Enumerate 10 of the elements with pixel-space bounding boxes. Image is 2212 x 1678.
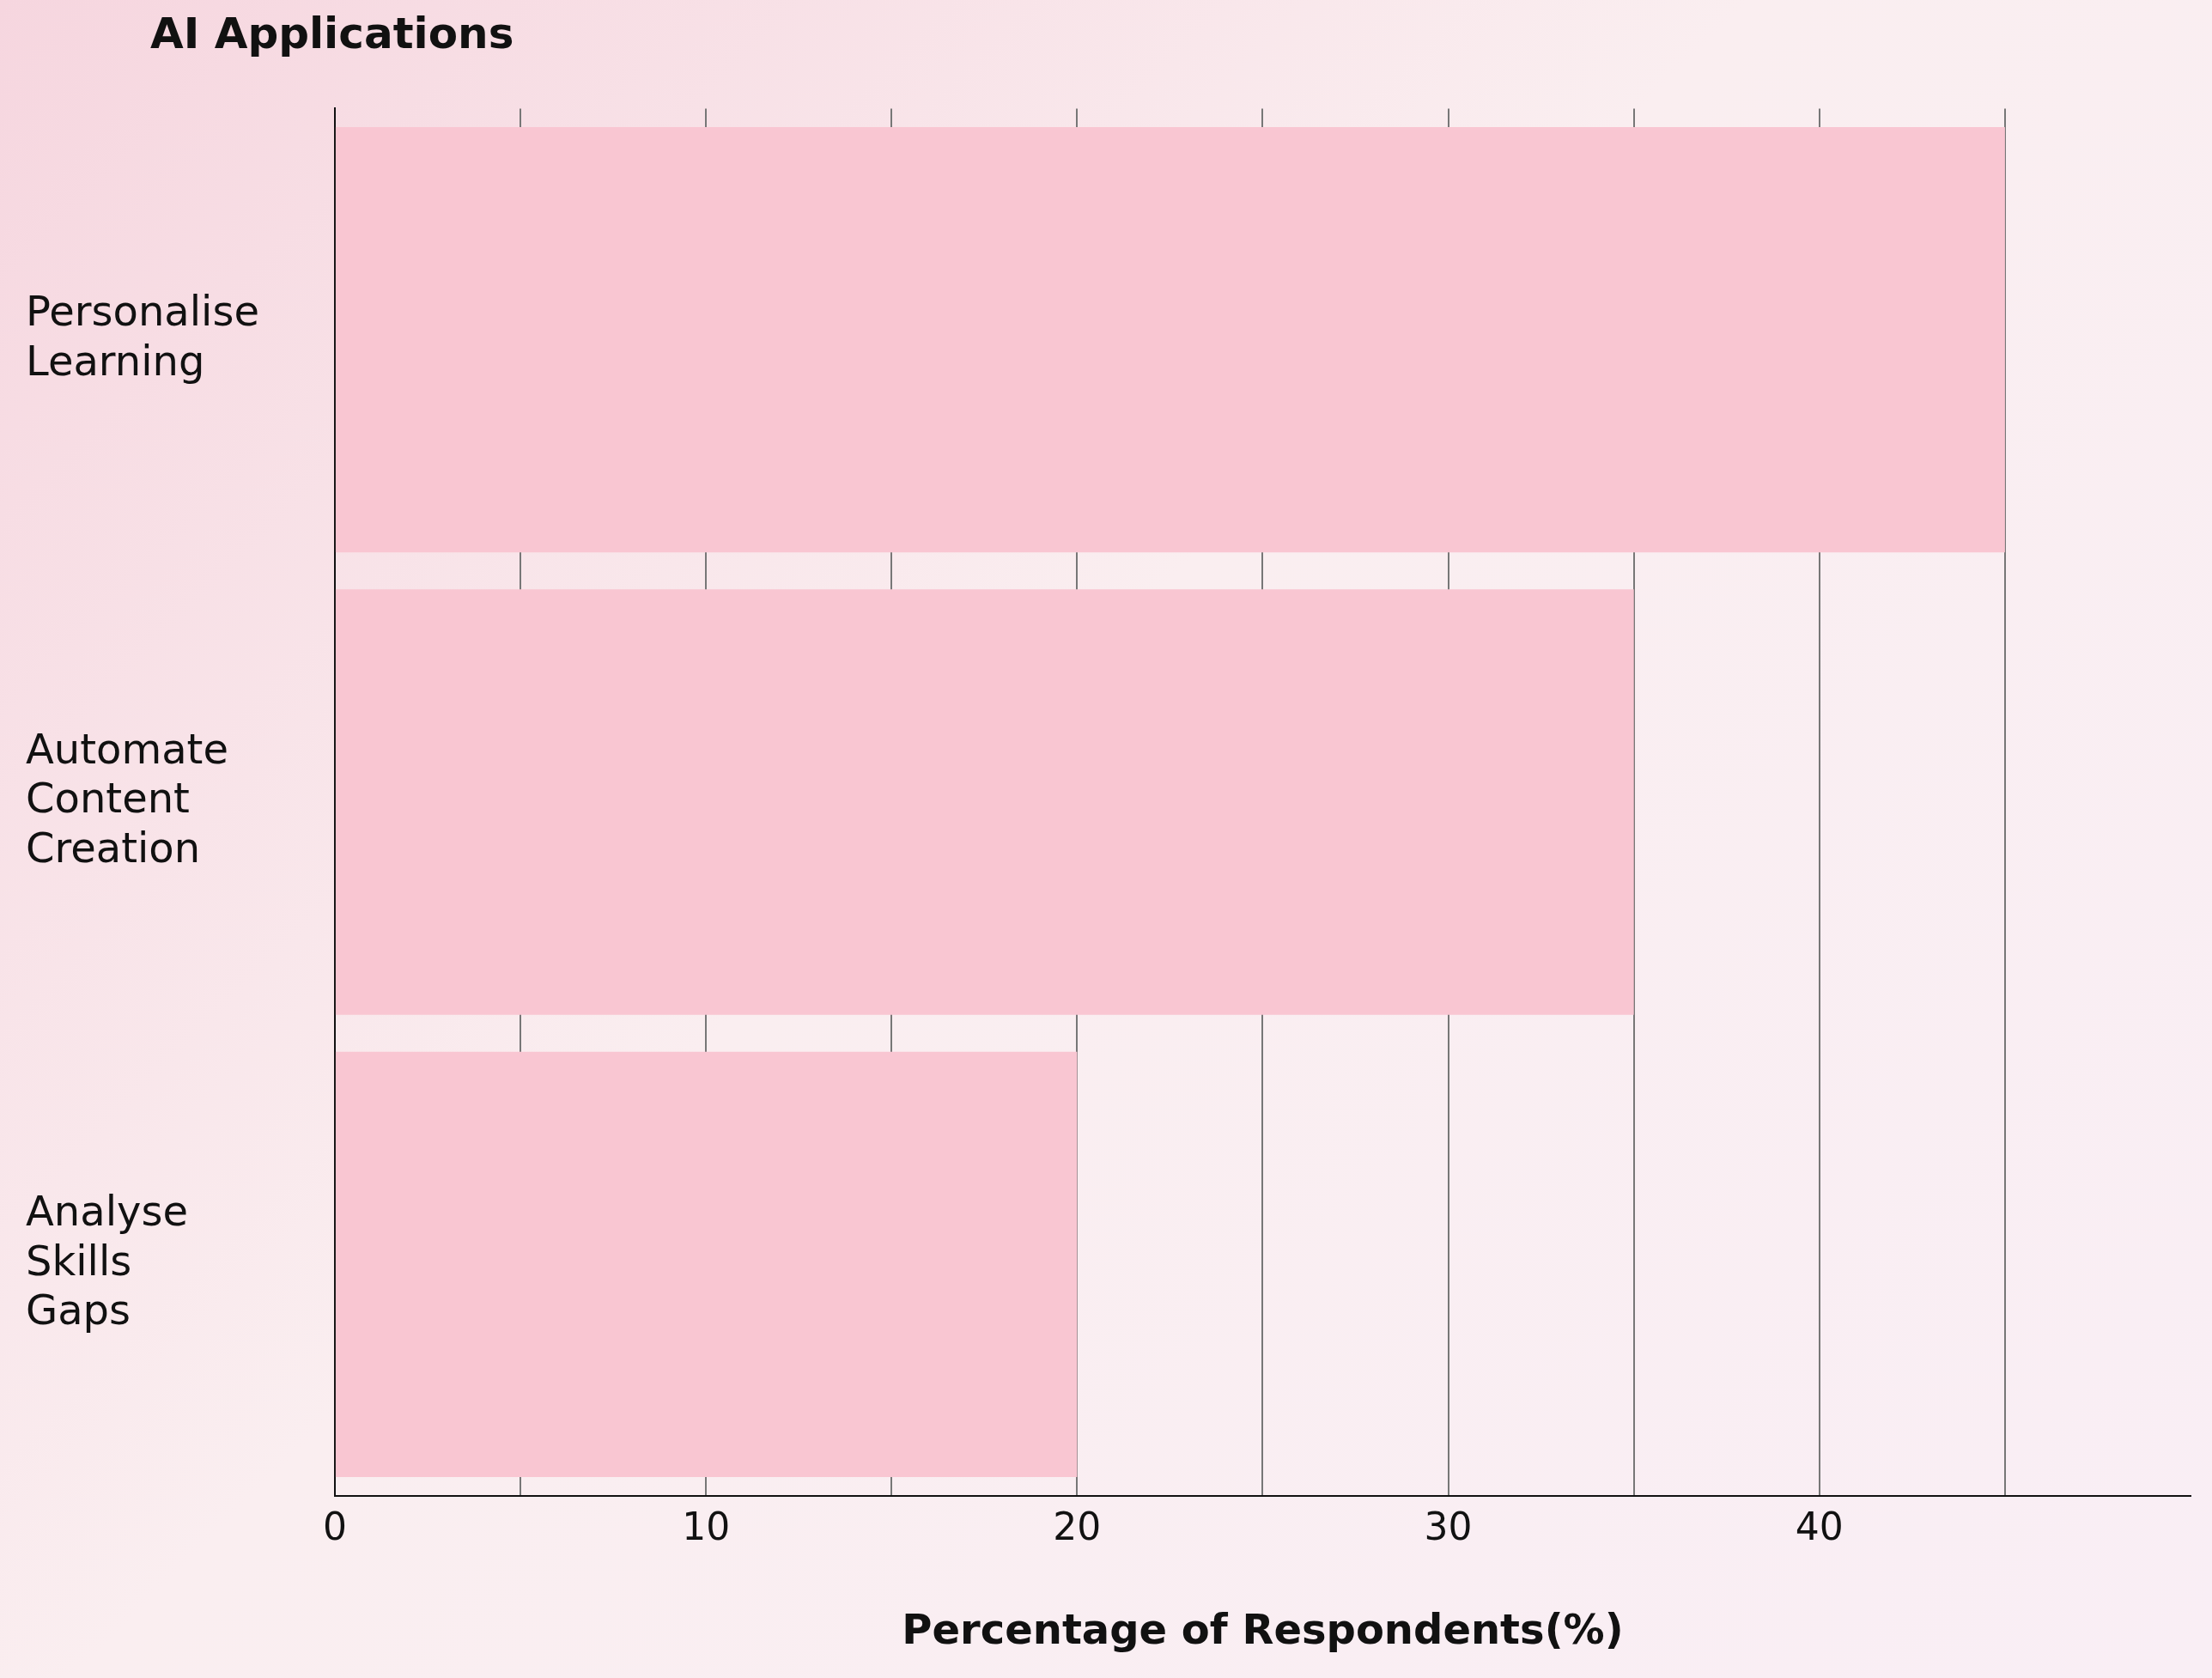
- y-tick-label: Personalise Learning: [26, 287, 259, 385]
- x-tick-label: 40: [1795, 1505, 1844, 1549]
- y-tick-label: Automate Content Creation: [26, 724, 228, 872]
- x-tick-label: 30: [1424, 1505, 1473, 1549]
- x-tick-label: 10: [682, 1505, 731, 1549]
- x-tick-label: 20: [1053, 1505, 1102, 1549]
- x-tick-label: 0: [322, 1505, 347, 1549]
- y-tick-label: Analyse Skills Gaps: [26, 1187, 188, 1334]
- y-axis-title: AI Applications: [150, 9, 514, 58]
- x-axis-title: Percentage of Respondents(%): [902, 1604, 1624, 1653]
